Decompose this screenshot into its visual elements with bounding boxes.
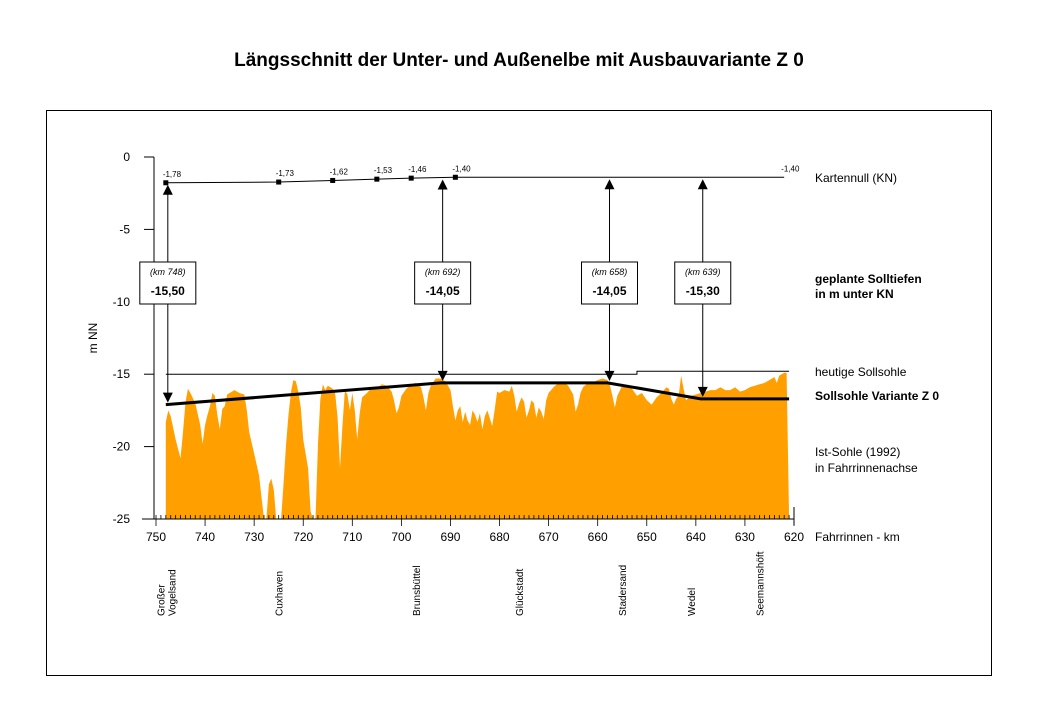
y-axis-label: m NN	[86, 323, 100, 354]
location-label: Glückstadt	[515, 569, 526, 616]
location-label: Brunsbüttel	[412, 565, 423, 616]
heutige-sollsohle-line	[165, 370, 790, 375]
location-label-line: Brunsbüttel	[412, 565, 423, 616]
legend-sollsohle-z0: Sollsohle Variante Z 0	[815, 389, 939, 403]
depth-box-value: -15,30	[686, 284, 720, 298]
location-label: Großer Vogelsand	[156, 569, 178, 616]
x-tick-label: 700	[391, 530, 411, 544]
legend-heutige-sollsohle: heutige Sollsohle	[815, 365, 907, 379]
arrow-up-head-icon	[697, 179, 708, 190]
x-tick-label: 680	[490, 530, 510, 544]
y-tick-label: -20	[113, 440, 131, 454]
location-label-line: Cuxhaven	[275, 571, 286, 616]
chart-title: Längsschnitt der Unter- und Außenelbe mi…	[234, 50, 804, 71]
depth-box-km: (km 639)	[685, 267, 721, 277]
arrow-up-head-icon	[437, 179, 448, 190]
y-tick-label: -25	[113, 512, 131, 526]
location-label-line: Wedel	[687, 588, 698, 616]
kartennull-value-label: -1,40	[781, 164, 800, 173]
x-tick-label: 730	[244, 530, 264, 544]
sollsohle-z0-line	[165, 381, 790, 407]
location-label-line: Seemannshöft	[756, 551, 767, 616]
depth-box-value: -15,50	[151, 284, 185, 298]
depth-box	[414, 261, 472, 305]
depth-box-value: -14,05	[592, 284, 626, 298]
depth-box-km: (km 748)	[150, 267, 186, 277]
legend-ist-sohle-line2: in Fahrrinnenachse	[815, 461, 918, 475]
arrow-up-head-icon	[162, 184, 173, 195]
arrow-down-head-icon	[604, 370, 615, 381]
x-tick-label: 670	[539, 530, 559, 544]
kartennull-marker	[163, 180, 169, 186]
legend-planned-line1: geplante Solltiefen	[815, 272, 922, 286]
arrow-down-head-icon	[437, 370, 448, 381]
location-label-line: Stadersand	[618, 565, 629, 616]
x-tick-label: 720	[293, 530, 313, 544]
y-tick-label: -5	[119, 222, 130, 236]
depth-box	[581, 261, 639, 305]
chart-frame	[46, 110, 992, 676]
x-tick-label: 650	[637, 530, 657, 544]
depth-box-value: -14,05	[426, 284, 460, 298]
x-tick-label: 750	[146, 530, 166, 544]
legend-planned-line2: in m unter KN	[815, 287, 894, 301]
x-tick-label: 640	[686, 530, 706, 544]
location-label-line: Vogelsand	[167, 569, 178, 616]
arrow-up-head-icon	[604, 179, 615, 190]
location-label: Stadersand	[618, 565, 629, 616]
x-tick-label: 660	[588, 530, 608, 544]
kartennull-value-label: -1,40	[452, 164, 471, 173]
x-tick-label: 630	[735, 530, 755, 544]
kartennull-marker	[276, 179, 282, 185]
x-axis-label: Fahrrinnen - km	[815, 530, 900, 544]
legend-ist-sohle-line1: Ist-Sohle (1992)	[815, 445, 900, 459]
depth-box	[674, 261, 732, 305]
location-label: Wedel	[687, 588, 698, 616]
kartennull-marker	[408, 175, 414, 181]
x-tick-label: 740	[195, 530, 215, 544]
kartennull-value-label: -1,78	[163, 170, 182, 179]
location-label: Seemannshöft	[756, 551, 767, 616]
legend-kartennull: Kartennull (KN)	[815, 171, 897, 185]
kartennull-value-label: -1,62	[330, 167, 349, 176]
kartennull-value-label: -1,46	[408, 165, 427, 174]
x-tick-label: 690	[440, 530, 460, 544]
arrow-down-head-icon	[162, 392, 173, 403]
depth-box-km: (km 658)	[592, 267, 628, 277]
location-label: Cuxhaven	[275, 571, 286, 616]
x-tick-label: 620	[784, 530, 804, 544]
ist-sohle-area	[165, 372, 790, 519]
kartennull-marker	[330, 177, 336, 183]
location-label-line: Großer	[156, 584, 167, 616]
y-tick-label: -15	[113, 367, 131, 381]
x-tick-label: 710	[342, 530, 362, 544]
depth-box	[139, 261, 197, 305]
y-tick-label: -10	[113, 295, 131, 309]
kartennull-value-label: -1,73	[276, 169, 295, 178]
arrow-down-head-icon	[697, 386, 708, 397]
location-label-line: Glückstadt	[515, 569, 526, 616]
kartennull-value-label: -1,53	[374, 166, 393, 175]
kartennull-marker	[452, 174, 458, 180]
kartennull-marker	[374, 176, 380, 182]
depth-box-km: (km 692)	[425, 267, 461, 277]
y-tick-label: 0	[123, 150, 130, 164]
kartennull-line	[165, 176, 785, 184]
